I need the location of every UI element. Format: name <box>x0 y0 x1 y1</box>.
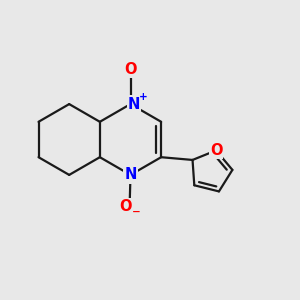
Text: N: N <box>124 167 137 182</box>
Text: O: O <box>120 199 132 214</box>
Text: N: N <box>128 97 140 112</box>
Text: O: O <box>210 143 222 158</box>
Text: +: + <box>139 92 148 103</box>
Text: −: − <box>132 207 141 217</box>
Text: O: O <box>124 62 137 77</box>
